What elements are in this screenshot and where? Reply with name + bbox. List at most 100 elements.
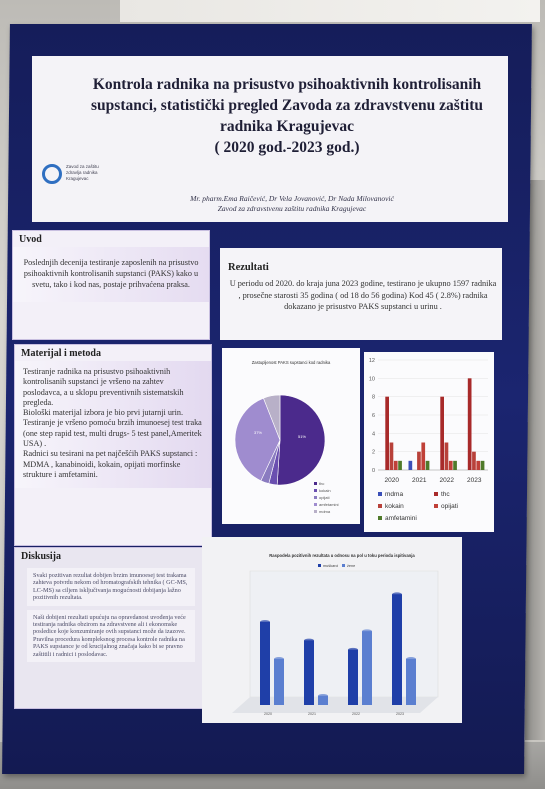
pie-legend-label: thc [319, 481, 324, 486]
bar-chart-by-substance: 0 2 4 6 8 10 12 2020 2021 2022 2023 mdma thc kokain op… [369, 358, 488, 522]
pie-legend-label: opijati [319, 495, 330, 500]
pie-legend-swatch [314, 503, 317, 506]
y-tick-label: 10 [369, 376, 375, 382]
diskusija-paragraph: Naši dobijeni rezultati upućuju na oprav… [27, 609, 195, 663]
bar-legend-label: thc [441, 491, 450, 498]
section-body-diskusija: Svaki pozitivan rezultat dobijen brzim i… [15, 568, 207, 663]
pie-legend-label: mdma [319, 509, 331, 514]
section-materijal: Materijal i metoda Testiranje radnika na… [14, 344, 212, 546]
y-tick-label: 6 [372, 413, 375, 419]
section-body-uvod: Poslednjih decenija testiranje zaposleni… [13, 247, 209, 302]
gender-bar-cap [304, 638, 314, 643]
x-tick-label: 2020 [385, 477, 400, 484]
authors: Mr. pharm.Ema Raičević, Dr Vela Jovanovi… [190, 194, 394, 203]
bar [389, 442, 394, 470]
bar-chart-panel: 0 2 4 6 8 10 12 2020 2021 2022 2023 mdma thc kokain op… [364, 352, 494, 532]
bar [393, 460, 398, 470]
pie-chart-panel: Zastupljenost PAKS supstanci kod radnika… [222, 348, 360, 524]
materijal-paragraph: Testiranje je vršeno pomoću brzih imunoe… [23, 418, 202, 449]
gender-bar-cap [260, 620, 270, 624]
bar-legend-swatch [434, 492, 438, 496]
bar [453, 460, 457, 470]
pie-slice [234, 397, 281, 482]
institution-logo: Zavod za zaštitu zdravlja radnika Kraguj… [42, 158, 100, 198]
gender-bar [318, 695, 328, 705]
gender-x-tick-label: 2020 [264, 712, 272, 716]
bar [417, 451, 421, 470]
bar-chart-by-gender: Raspodela pozitivnih rezultata u odnosu … [232, 553, 439, 716]
gender-x-tick-label: 2022 [352, 712, 360, 716]
bar [408, 460, 413, 470]
gender-bar [392, 594, 402, 705]
adjacent-panel [525, 180, 545, 740]
authors-block: Mr. pharm.Ema Raičević, Dr Vela Jovanovi… [92, 194, 492, 214]
logo-mark-icon [42, 164, 62, 184]
materijal-paragraph: MDMA , kanabinoidi, kokain, opijati morf… [23, 459, 181, 479]
section-heading-materijal: Materijal i metoda [21, 348, 101, 359]
bar-legend-label: amfetamini [385, 515, 417, 522]
section-body-rezultati: U periodu od 2020. do kraja juna 2023 go… [229, 279, 497, 311]
pie-legend-swatch [314, 496, 317, 499]
gender-bar [348, 649, 358, 705]
bar-legend-swatch [378, 516, 382, 520]
bar [448, 460, 453, 470]
section-heading-diskusija: Diskusija [21, 551, 62, 562]
section-body-materijal: Testiranje radnika na prisustvo psihoakt… [15, 361, 211, 489]
bar [440, 396, 444, 470]
pie-legend-swatch [314, 482, 317, 485]
pie-legend-label: amfetamini [319, 502, 339, 507]
gender-chart-title: Raspodela pozitivnih rezultata u odnosu … [269, 553, 415, 558]
pie-legend-label: kokain [319, 488, 331, 493]
bar-legend-swatch [434, 504, 438, 508]
bar [385, 396, 389, 470]
y-tick-label: 8 [372, 395, 375, 401]
bar-legend-label: mdma [385, 491, 403, 498]
materijal-paragraph: Testiranje radnika na prisustvo psihoakt… [23, 367, 184, 407]
bar [476, 460, 481, 470]
gender-bar-cap [348, 647, 358, 652]
pie-data-label: 37% [254, 430, 262, 435]
bar [480, 460, 485, 470]
bar [398, 460, 402, 470]
bar [467, 378, 472, 470]
pie-legend-swatch [314, 510, 317, 513]
bar [421, 442, 426, 470]
top-wall-strip [120, 0, 540, 22]
poster-title: Kontrola radnika na prisustvo psihoaktiv… [72, 74, 502, 158]
gender-bar-cap [362, 629, 372, 633]
bar [425, 460, 430, 470]
gender-legend-label: žene [347, 564, 355, 568]
gender-bar [274, 658, 284, 705]
pie-slice [263, 394, 281, 441]
institution: Zavod za zdravstvenu zaštitu radnika Kra… [217, 204, 367, 213]
y-tick-label: 4 [372, 431, 375, 437]
bar-legend-swatch [378, 492, 382, 496]
gender-bar-cap [392, 592, 402, 597]
materijal-paragraph: Radnici su tesirani na pet najčešćih PAK… [23, 449, 198, 459]
pie-slice [276, 394, 326, 486]
x-tick-label: 2022 [440, 477, 455, 484]
logo-text: Zavod za zaštitu zdravlja radnika Kraguj… [66, 164, 99, 181]
gender-bar-cap [274, 657, 284, 661]
bar [472, 451, 476, 470]
section-heading-uvod: Uvod [19, 234, 42, 245]
gender-legend-swatch [342, 564, 345, 567]
section-heading-rezultati: Rezultati [228, 262, 269, 273]
gender-x-tick-label: 2023 [396, 712, 404, 716]
poster-title-text: Kontrola radnika na prisustvo psihoaktiv… [91, 76, 483, 135]
gender-bar [362, 631, 372, 705]
gender-bar-cap [406, 657, 416, 661]
diskusija-paragraph: Svaki pozitivan rezultat dobijen brzim i… [27, 568, 195, 606]
gender-bar [406, 658, 416, 705]
materijal-paragraph: Biološki materijal izbora je bio prvi ju… [23, 408, 184, 418]
pie-chart: Zastupljenost PAKS supstanci kod radnika… [234, 360, 339, 514]
title-panel: Kontrola radnika na prisustvo psihoaktiv… [32, 56, 508, 222]
x-tick-label: 2021 [412, 477, 427, 484]
poster-period: ( 2020 god.-2023 god.) [214, 139, 360, 156]
gender-legend-label: muškarci [323, 564, 338, 568]
pie-data-label: 51% [298, 434, 306, 439]
y-tick-label: 12 [369, 358, 375, 364]
bar-legend-label: opijati [441, 503, 458, 510]
section-diskusija: Diskusija Svaki pozitivan rezultat dobij… [14, 547, 208, 709]
bar-legend-swatch [378, 504, 382, 508]
